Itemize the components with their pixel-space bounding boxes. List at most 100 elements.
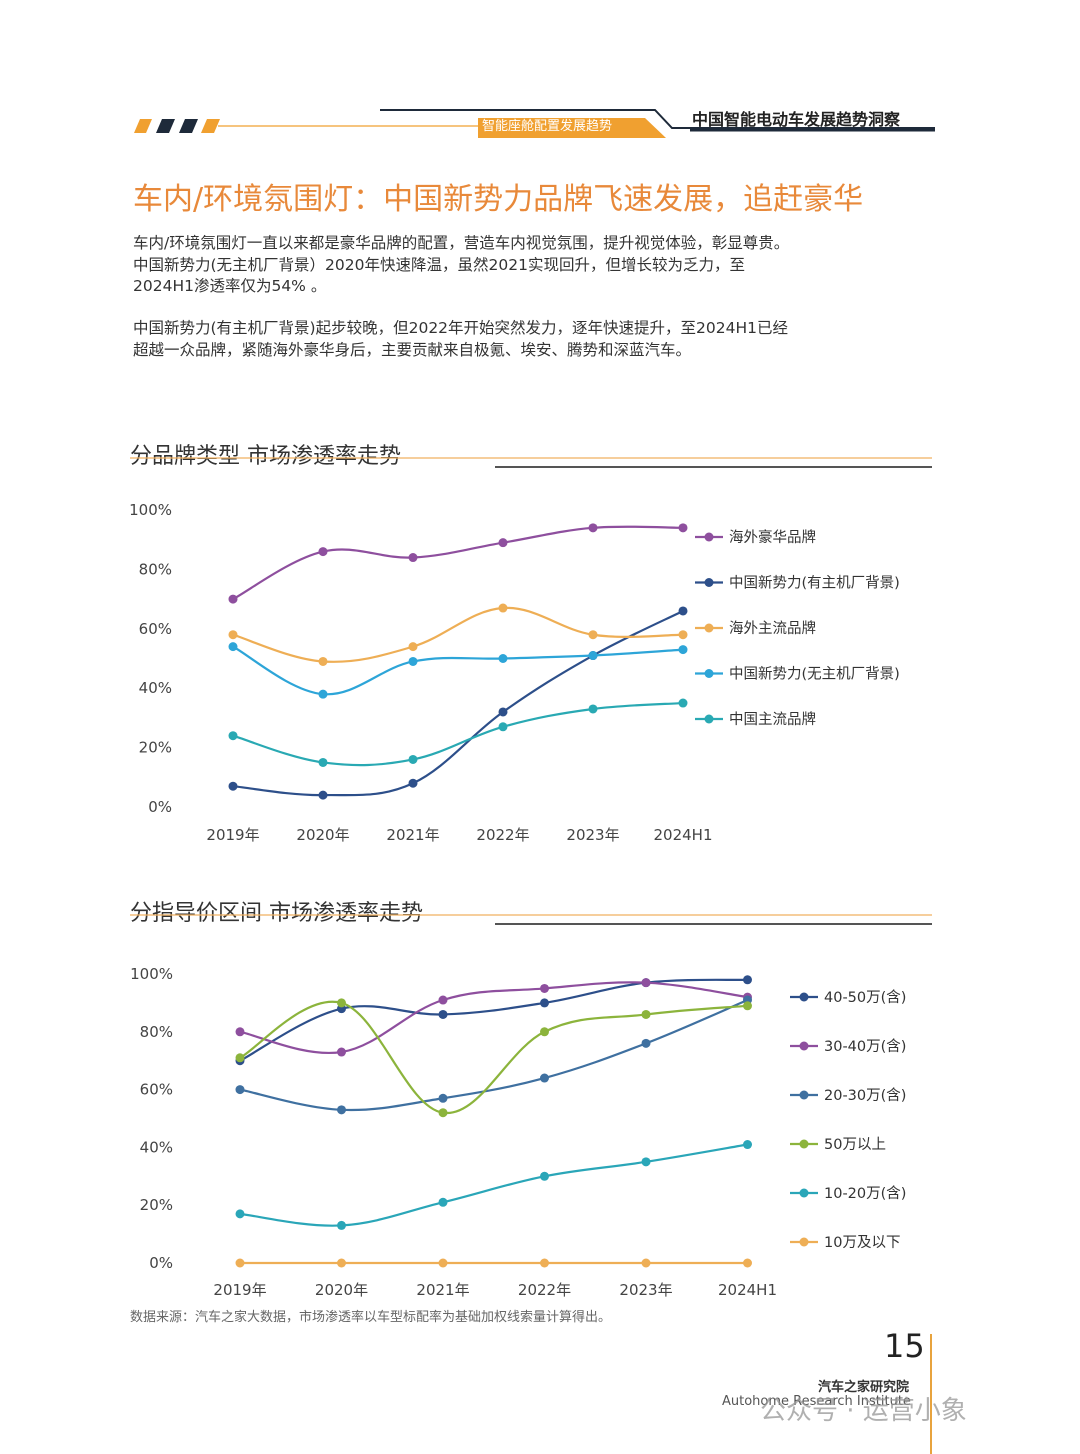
legend-marker <box>704 623 714 633</box>
legend-label: 中国新势力(有主机厂背景) <box>729 575 900 592</box>
x-tick-label: 2021年 <box>386 826 439 844</box>
y-tick-label: 20% <box>140 1196 173 1214</box>
legend-marker <box>704 669 714 678</box>
legend-label: 40-50万(含) <box>824 989 906 1006</box>
data-point <box>588 630 598 640</box>
paragraph-line: 2024H1渗透率仅为54% 。 <box>133 277 327 295</box>
report-title: 中国智能电动车发展趋势洞察 <box>692 110 901 129</box>
brand-type-penetration-chart: 0% 20% 40% 60% 80% 100% 2019年 2020年 2021年 2022年 20… <box>129 457 932 844</box>
data-point <box>438 995 448 1005</box>
data-point <box>228 594 238 604</box>
x-tick-label: 2019年 <box>213 1281 266 1299</box>
x-tick-label: 2022年 <box>476 826 529 844</box>
data-point <box>641 1258 651 1268</box>
x-tick-label: 2024H1 <box>654 826 713 844</box>
data-point <box>228 731 238 741</box>
data-point <box>438 1197 448 1207</box>
y-tick-label: 60% <box>139 620 172 638</box>
y-tick-label: 100% <box>130 965 173 983</box>
data-point <box>588 523 598 533</box>
data-point <box>438 1108 448 1118</box>
x-tick-label: 2020年 <box>315 1281 368 1299</box>
paragraph-line: 中国新势力(有主机厂背景)起步较晚，但2022年开始突然发力，逐年快速提升，至2… <box>133 319 789 337</box>
data-point <box>588 651 598 661</box>
data-point <box>678 606 688 616</box>
data-point <box>678 630 688 640</box>
data-point <box>540 1258 549 1268</box>
data-point <box>498 538 508 548</box>
legend-label: 30-40万(含) <box>824 1038 906 1055</box>
y-tick-label: 0% <box>149 1254 173 1272</box>
data-point <box>641 1009 651 1019</box>
intro-paragraph-2: 中国新势力(有主机厂背景)起步较晚，但2022年开始突然发力，逐年快速提升，至2… <box>133 318 953 361</box>
price-range-penetration-chart: 0% 20% 40% 60% 80% 100% 2019年 2020年 2021年 2022年 20… <box>130 914 932 1299</box>
data-point <box>641 978 651 988</box>
data-point <box>235 1209 245 1219</box>
data-point <box>438 1093 448 1103</box>
page-number: 15 <box>884 1327 925 1365</box>
data-point <box>408 778 418 788</box>
data-point <box>228 781 238 791</box>
data-point <box>408 553 418 563</box>
data-point <box>235 1053 245 1063</box>
data-point <box>438 1009 448 1019</box>
legend-marker <box>704 578 714 587</box>
data-point <box>540 1171 549 1181</box>
y-tick-label: 40% <box>139 679 172 697</box>
data-point <box>235 1085 245 1095</box>
data-point <box>743 1140 752 1150</box>
legend-marker <box>704 532 714 542</box>
legend-marker <box>799 1139 809 1149</box>
stripe-navy-1 <box>156 119 175 133</box>
chart2-title: 分指导价区间 市场渗透率走势 <box>130 901 423 926</box>
data-point <box>678 698 688 708</box>
series-line <box>239 978 748 1062</box>
legend-label: 10万及以下 <box>824 1235 900 1251</box>
data-point <box>337 1220 346 1230</box>
data-point <box>498 603 508 613</box>
y-tick-label: 60% <box>140 1081 173 1099</box>
x-tick-label: 2020年 <box>296 826 349 844</box>
legend-marker <box>799 1188 809 1198</box>
data-point <box>540 983 549 993</box>
data-point <box>678 645 688 655</box>
y-tick-label: 40% <box>140 1138 173 1156</box>
stripe-orange-1 <box>134 119 152 133</box>
data-point <box>337 1258 346 1268</box>
data-point <box>678 523 688 533</box>
x-tick-label: 2023年 <box>566 826 619 844</box>
page-title: 车内/环境氛围灯：中国新势力品牌飞速发展，追赶豪华 <box>133 182 864 217</box>
y-tick-label: 80% <box>139 560 172 578</box>
data-point <box>318 547 328 557</box>
data-point <box>540 1073 549 1083</box>
legend-marker <box>799 1041 809 1051</box>
x-tick-label: 2019年 <box>206 826 259 844</box>
data-point <box>641 1157 651 1167</box>
data-source-note: 数据来源：汽车之家大数据，市场渗透率以车型标配率为基础加权线索量计算得出。 <box>130 1310 612 1325</box>
legend-label: 50万以上 <box>824 1136 886 1153</box>
legend-marker <box>704 714 714 724</box>
stripe-orange-2 <box>201 119 220 133</box>
data-point <box>235 1027 245 1037</box>
chart1-title: 分品牌类型 市场渗透率走势 <box>130 444 401 469</box>
paragraph-line: 中国新势力(无主机厂背景）2020年快速降温，虽然2021实现回升，但增长较为乏… <box>133 255 745 274</box>
data-point <box>540 1027 549 1037</box>
paragraph-line: 车内/环境氛围灯一直以来都是豪华品牌的配置，营造车内视觉氛围，提升视觉体验，彰显… <box>133 234 790 252</box>
data-point <box>743 1001 752 1011</box>
series-line <box>232 525 684 601</box>
data-point <box>408 642 418 652</box>
data-point <box>318 757 328 767</box>
publisher-name-en: Autohome Research Institute <box>722 1394 911 1409</box>
data-point <box>337 998 346 1008</box>
data-point <box>408 754 418 764</box>
legend-label: 海外豪华品牌 <box>729 529 816 546</box>
data-point <box>498 722 508 732</box>
legend-label: 中国主流品牌 <box>729 711 816 728</box>
series-line <box>232 606 684 663</box>
legend-marker <box>799 1237 809 1247</box>
data-point <box>498 707 508 717</box>
data-point <box>337 1047 346 1057</box>
header-decoration <box>134 109 935 138</box>
legend-label: 20-30万(含) <box>824 1087 906 1104</box>
data-point <box>641 1038 651 1048</box>
